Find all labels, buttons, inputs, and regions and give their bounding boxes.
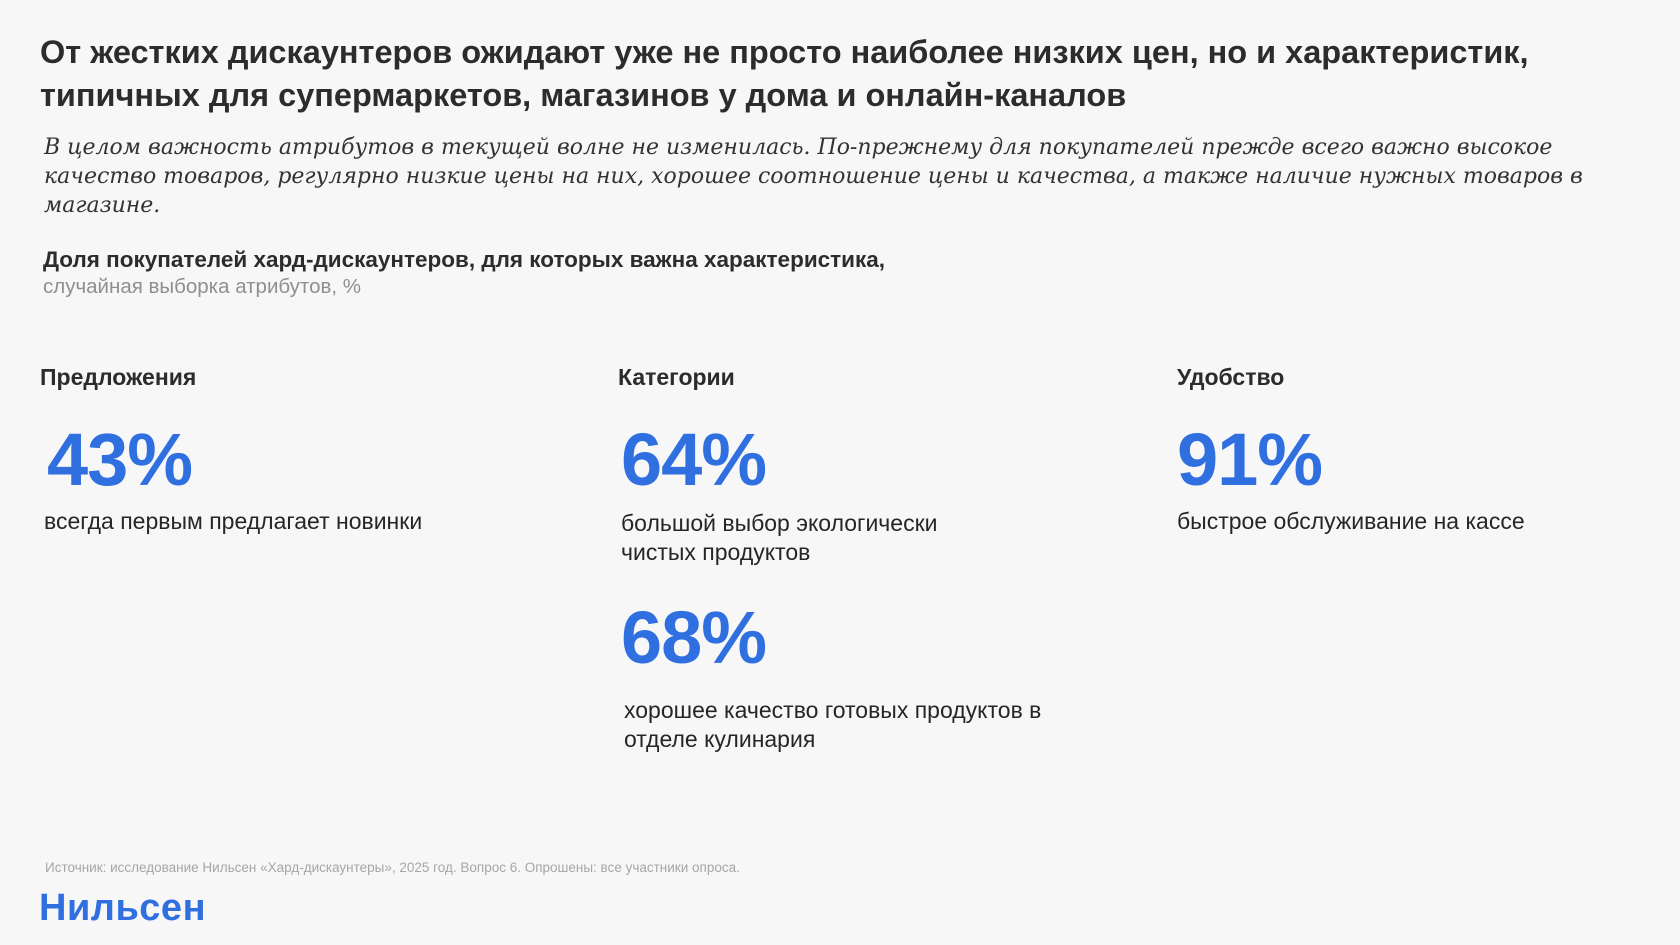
nielsen-logo: Нильсен (39, 887, 207, 929)
column-title: Предложения (40, 364, 197, 390)
column-offers: Предложения 43% всегда первым предлагает… (40, 362, 540, 536)
stat-block: 64% большой выбор экологически чистых пр… (621, 419, 1118, 567)
chart-subheading: случайная выборка атрибутов, % (43, 275, 362, 298)
slide-lead-text: В целом важность атрибутов в текущей вол… (44, 135, 1583, 218)
stat-label: быстрое обслуживание на кассе (1177, 508, 1525, 534)
stat-block: 91% быстрое обслуживание на кассе (1177, 419, 1677, 536)
stat-value: 43% (47, 418, 193, 501)
column-title: Категории (618, 364, 735, 390)
stat-block: 68% хорошее качество готовых продуктов в… (621, 597, 1118, 754)
column-convenience: Удобство 91% быстрое обслуживание на кас… (1177, 362, 1677, 536)
column-title: Удобство (1177, 364, 1285, 390)
stat-label: хорошее качество готовых продуктов в отд… (624, 697, 1042, 752)
stat-label: большой выбор экологически чистых продук… (621, 510, 938, 565)
stat-value: 64% (621, 418, 767, 501)
stat-block: 43% всегда первым предлагает новинки (44, 418, 540, 536)
stat-label: всегда первым предлагает новинки (44, 508, 423, 534)
column-categories: Категории 64% большой выбор экологически… (618, 362, 1118, 754)
slide-title: От жестких дискаунтеров ожидают уже не п… (40, 34, 1529, 113)
stat-value: 68% (621, 596, 767, 679)
stat-value: 91% (1177, 418, 1323, 501)
chart-heading: Доля покупателей хард-дискаунтеров, для … (43, 247, 886, 272)
source-note: Источник: исследование Нильсен «Хард-дис… (45, 860, 740, 875)
